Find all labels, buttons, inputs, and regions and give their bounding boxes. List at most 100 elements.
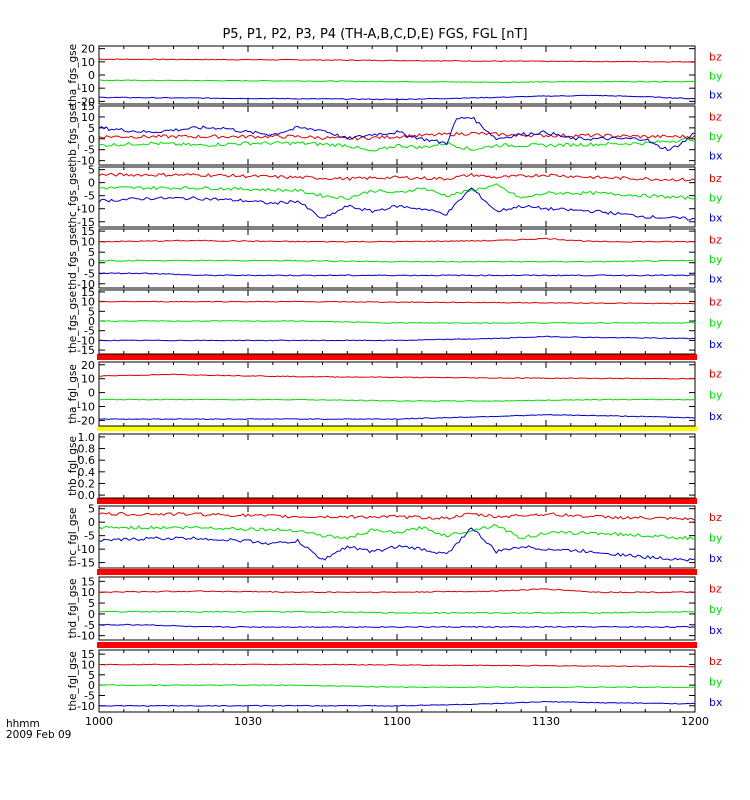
series-line-bx — [98, 700, 696, 707]
legend-bz: bz — [709, 582, 722, 595]
series-line-by — [98, 183, 696, 200]
panel-frame — [98, 105, 696, 166]
legend-bx: bx — [709, 624, 723, 637]
y-tick-label: 10 — [81, 56, 95, 69]
legend-by: by — [709, 192, 723, 205]
y-tick-label: 0.0 — [78, 489, 96, 502]
series-line-bx — [98, 623, 696, 629]
separator-bar — [97, 642, 697, 648]
y-axis-label: thb_fgl_gse — [67, 436, 79, 496]
legend-bz: bz — [709, 655, 722, 668]
y-tick-label: -10 — [77, 203, 95, 216]
y-tick-label: -15 — [77, 216, 95, 229]
y-axis-label: the_fgs_gse — [67, 291, 79, 353]
y-tick-label: 0 — [88, 608, 95, 621]
x-tick-label: 1000 — [85, 715, 113, 728]
x-tick-label: 1100 — [383, 715, 411, 728]
y-tick-label: -15 — [77, 344, 95, 357]
series-line-bx — [98, 187, 696, 221]
y-tick-label: 0.6 — [78, 454, 96, 467]
series-line-bz — [98, 237, 696, 243]
series-line-bx — [98, 116, 696, 152]
panel-frame — [98, 576, 696, 641]
legend-bx: bx — [709, 410, 723, 423]
panel-frame — [98, 228, 696, 289]
legend-bz: bz — [709, 172, 722, 185]
series-line-by — [99, 610, 696, 614]
series-line-bz — [98, 511, 696, 521]
separator-bar — [97, 426, 697, 431]
separator-bar — [97, 498, 697, 504]
y-tick-label: -10 — [77, 630, 95, 643]
y-tick-label: 15 — [81, 100, 95, 113]
y-tick-label: 5 — [88, 246, 95, 259]
y-tick-label: -10 — [77, 543, 95, 556]
legend-by: by — [709, 676, 723, 689]
y-tick-label: -10 — [77, 401, 95, 414]
y-tick-label: 5 — [88, 669, 95, 682]
series-line-by — [98, 398, 696, 402]
y-tick-label: 5 — [88, 503, 95, 516]
legend-bx: bx — [709, 338, 723, 351]
y-tick-label: -5 — [84, 619, 95, 632]
y-axis-label: thd_fgs_gse — [67, 227, 79, 289]
y-tick-label: -5 — [84, 689, 95, 702]
legend-by: by — [709, 532, 723, 545]
legend-by: by — [709, 389, 723, 402]
series-line-bz — [98, 172, 696, 182]
series-line-bz — [98, 373, 696, 380]
separator-bar — [97, 569, 697, 575]
chart-title: P5, P1, P2, P3, P4 (TH-A,B,C,D,E) FGS, F… — [222, 27, 528, 42]
y-tick-label: 5 — [88, 305, 95, 318]
y-tick-label: -5 — [84, 530, 95, 543]
series-line-by — [98, 320, 696, 324]
y-tick-label: -10 — [77, 155, 95, 168]
series-line-bz — [98, 58, 696, 63]
y-tick-label: -10 — [77, 700, 95, 713]
y-tick-label: 0 — [88, 315, 95, 328]
y-axis-label: tha_fgs_gse — [67, 44, 79, 106]
y-tick-label: 0 — [88, 69, 95, 82]
series-line-bx — [98, 413, 696, 421]
y-tick-label: 0 — [88, 257, 95, 270]
panel-frame — [98, 289, 696, 355]
y-tick-label: 0 — [88, 516, 95, 529]
y-tick-label: 10 — [81, 586, 95, 599]
series-line-by — [98, 684, 696, 689]
y-tick-label: 5 — [88, 597, 95, 610]
series-line-bx — [98, 335, 696, 342]
y-tick-label: 20 — [81, 43, 95, 56]
y-axis-label: the_fgl_gse — [67, 651, 79, 711]
series-line-by — [98, 136, 696, 152]
legend-by: by — [709, 70, 723, 83]
legend-by: by — [709, 603, 723, 616]
x-tick-label: 1200 — [681, 715, 709, 728]
series-line-bx — [98, 94, 696, 101]
series-line-bz — [98, 300, 696, 305]
y-tick-label: 5 — [88, 122, 95, 135]
y-axis-label: thc_fgl_gse — [67, 508, 79, 567]
y-tick-label: -5 — [84, 144, 95, 157]
y-tick-label: 10 — [81, 658, 95, 671]
y-tick-label: 15 — [81, 225, 95, 238]
series-line-by — [98, 259, 696, 263]
legend-bz: bz — [709, 50, 722, 63]
series-line-bz — [98, 588, 696, 594]
y-tick-label: 20 — [81, 359, 95, 372]
legend-by: by — [709, 130, 723, 143]
y-tick-label: 15 — [81, 575, 95, 588]
legend-bz: bz — [709, 296, 722, 309]
y-tick-label: 0 — [88, 387, 95, 400]
separator-bar — [97, 354, 697, 360]
series-line-bx — [98, 527, 696, 562]
y-tick-label: 0 — [88, 679, 95, 692]
y-tick-label: -10 — [77, 82, 95, 95]
legend-bz: bz — [709, 111, 722, 124]
y-tick-label: -5 — [84, 190, 95, 203]
legend-by: by — [709, 253, 723, 266]
y-axis-label: thb_fgs_gse — [67, 104, 79, 166]
y-tick-label: 0.8 — [78, 443, 96, 456]
y-tick-label: 0 — [88, 133, 95, 146]
y-tick-label: 10 — [81, 373, 95, 386]
